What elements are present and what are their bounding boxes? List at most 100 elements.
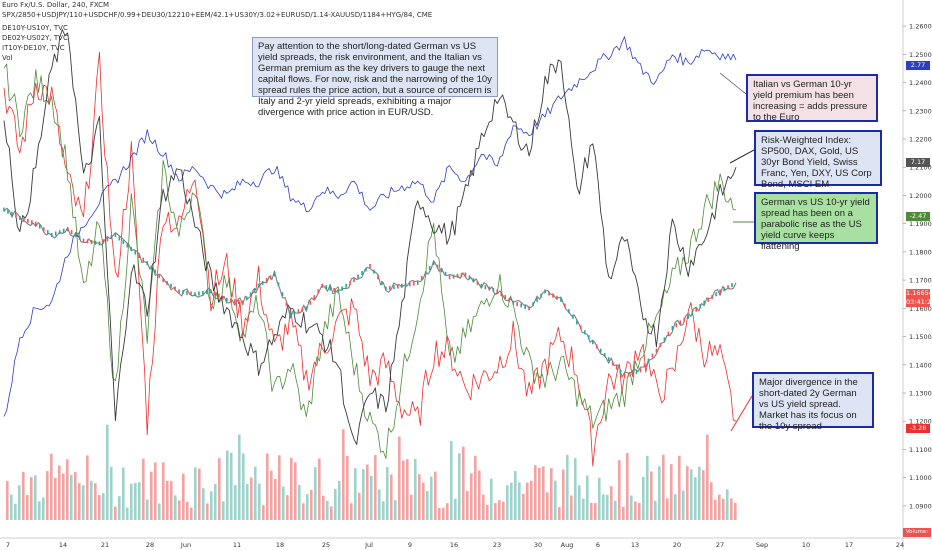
eurusd-candle [154, 269, 156, 274]
volume-bar [694, 477, 697, 520]
y-tick-label: 1.21000 [909, 164, 932, 172]
volume-bar [18, 485, 21, 520]
volume-bar [414, 458, 417, 520]
y-tick-label: 1.22000 [909, 136, 932, 144]
volume-bar [182, 473, 185, 520]
legend-volume[interactable]: Vol [2, 54, 13, 62]
eurusd-candle [349, 280, 351, 285]
volume-bar [390, 474, 393, 520]
legend-de10y-us10y[interactable]: DE10Y-US10Y, TVC [2, 24, 68, 32]
eurusd-candle [468, 275, 471, 280]
volume-bar [330, 506, 333, 520]
eurusd-candle [564, 303, 566, 308]
eurusd-candle [416, 280, 419, 285]
eurusd-candle [19, 216, 21, 221]
chart-series [3, 29, 737, 467]
eurusd-candle [273, 272, 276, 277]
volume-bar [158, 503, 161, 520]
volume-bar [598, 477, 601, 520]
eurusd-candle [126, 243, 129, 248]
series-line-italy [3, 36, 737, 417]
eurusd-candle [719, 289, 721, 294]
italy-arrow [719, 72, 747, 95]
volume-bar [570, 495, 573, 520]
x-tick-label: Aug [561, 541, 574, 549]
volume-bar [674, 494, 677, 520]
eurusd-candle [373, 269, 375, 274]
volume-bar [358, 492, 361, 520]
eurusd-candle [281, 292, 284, 297]
volume-bar [378, 489, 381, 520]
main-annotation: Pay attention to the short/long-dated Ge… [252, 37, 498, 118]
german2-arrow [730, 395, 753, 432]
volume-bars [6, 424, 737, 520]
y-tick-label: 1.18000 [909, 248, 932, 256]
eurusd-candle [516, 302, 518, 307]
eurusd-candle [444, 271, 447, 276]
eurusd-candle [659, 343, 662, 348]
volume-bar [410, 494, 413, 520]
eurusd-candle [703, 300, 705, 305]
legend-de02y-us02y[interactable]: DE02Y-US02Y, TVC [2, 34, 68, 42]
volume-bar [642, 476, 645, 520]
volume-bar [730, 498, 733, 520]
volume-bar [686, 466, 689, 520]
eurusd-candle [225, 297, 228, 302]
y-tick-label: 1.26000 [909, 23, 932, 31]
eurusd-candle [138, 254, 141, 259]
volume-bar [574, 458, 577, 520]
chart-title: Euro Fx/U.S. Dollar, 240, FXCM [2, 1, 110, 9]
volume-bar [586, 475, 589, 520]
eurusd-candle [393, 285, 395, 290]
volume-bar [246, 483, 249, 520]
eurusd-candle [436, 264, 439, 269]
italy-price-tag: 2.77 [906, 61, 930, 70]
volume-bar [590, 502, 593, 520]
volume-bar [558, 507, 561, 520]
eurusd-candle [31, 220, 33, 225]
x-tick-label: 28 [146, 541, 154, 549]
volume-bar [310, 489, 313, 520]
eurusd-candle [345, 283, 347, 288]
volume-bar [314, 467, 317, 520]
volume-bar [262, 505, 265, 520]
eurusd-candle [150, 265, 152, 270]
volume-bar [190, 507, 193, 520]
volume-bar [562, 469, 565, 520]
price-axis[interactable]: 1.26000 1.25000 1.24000 1.23000 1.22000 1.210… [903, 23, 932, 511]
eurusd-candle [7, 209, 9, 214]
eurusd-candle [341, 286, 343, 291]
eurusd-candle [78, 235, 81, 240]
eurusd-candle [218, 293, 220, 298]
eurusd-candle [122, 240, 125, 245]
eurusd-candle [381, 280, 383, 285]
volume-bar [422, 482, 425, 520]
y-tick-label: 1.09000 [909, 502, 932, 510]
x-tick-label: 27 [716, 541, 724, 549]
volume-bar [306, 494, 309, 520]
eurusd-candle [424, 271, 427, 276]
volume-bar [250, 477, 253, 520]
eurusd-candle [118, 236, 121, 241]
volume-bar [722, 498, 725, 520]
eurusd-candle [158, 273, 160, 278]
volume-bar [126, 507, 129, 520]
volume-bar [698, 466, 701, 520]
eurusd-candle [540, 293, 542, 298]
volume-bar [342, 429, 345, 520]
volume-bar [494, 503, 497, 520]
eurusd-candle [309, 300, 312, 305]
volume-bar [370, 475, 373, 520]
eurusd-candle [245, 296, 248, 301]
eurusd-candle [639, 368, 642, 373]
volume-bar [50, 453, 53, 520]
time-axis[interactable]: 7 14 21 28 Jun 11 18 25 Jul 9 16 23 30 Aug 6 13 20 27 Sep 1… [6, 541, 904, 549]
eurusd-candle [186, 290, 188, 295]
eurusd-price-tag: 1.16654 [906, 289, 932, 298]
volume-bar [98, 494, 101, 520]
eurusd-candle [134, 250, 137, 255]
eurusd-candle [401, 283, 403, 288]
volume-bar [546, 492, 549, 520]
eurusd-candle [599, 348, 602, 353]
legend-it10y-de10y[interactable]: IT10Y-DE10Y, TVC [2, 44, 65, 52]
